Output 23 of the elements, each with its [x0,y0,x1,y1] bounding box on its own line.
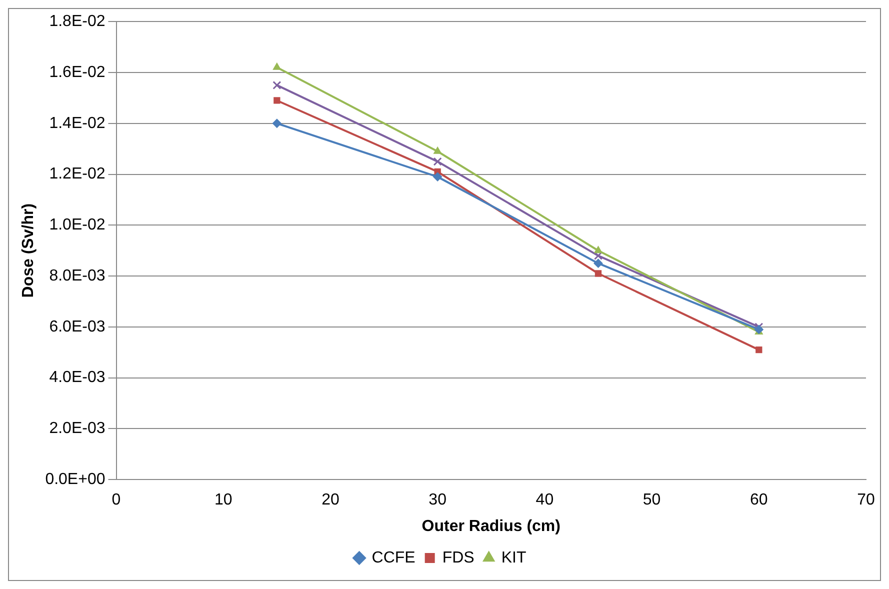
x-tick-label: 0 [112,492,121,509]
y-tick-label: 1.4E-02 [49,114,106,132]
y-tick-label: 1.6E-02 [49,64,106,81]
x-tick-label: 50 [642,492,661,509]
x-tick-label: 70 [857,492,875,509]
y-tick-label: 1.8E-02 [49,13,106,30]
y-tick-label: 6.0E-03 [49,318,106,336]
y-tick-label: 1.2E-02 [49,166,106,183]
x-tick-label: 10 [214,492,232,509]
x-tick-label: 60 [750,492,768,509]
x-axis-title: Outer Radius (cm) [422,518,560,535]
x-tick-label: 40 [536,492,554,509]
y-tick-label: 8.0E-03 [49,267,106,284]
y-tick-label: 0.0E+00 [45,471,106,488]
legend-label: FDS [442,549,474,566]
x-tick-label: 20 [322,492,340,509]
legend-label: CCFE [372,549,416,566]
y-tick-label: 4.0E-03 [49,369,106,386]
y-tick-label: 1.0E-02 [49,216,106,234]
y-tick-label: 2.0E-03 [49,420,106,438]
x-tick-label: 30 [428,492,447,509]
y-axis-title: Dose (Sv/hr) [20,203,38,298]
legend-label: KIT [501,549,526,566]
